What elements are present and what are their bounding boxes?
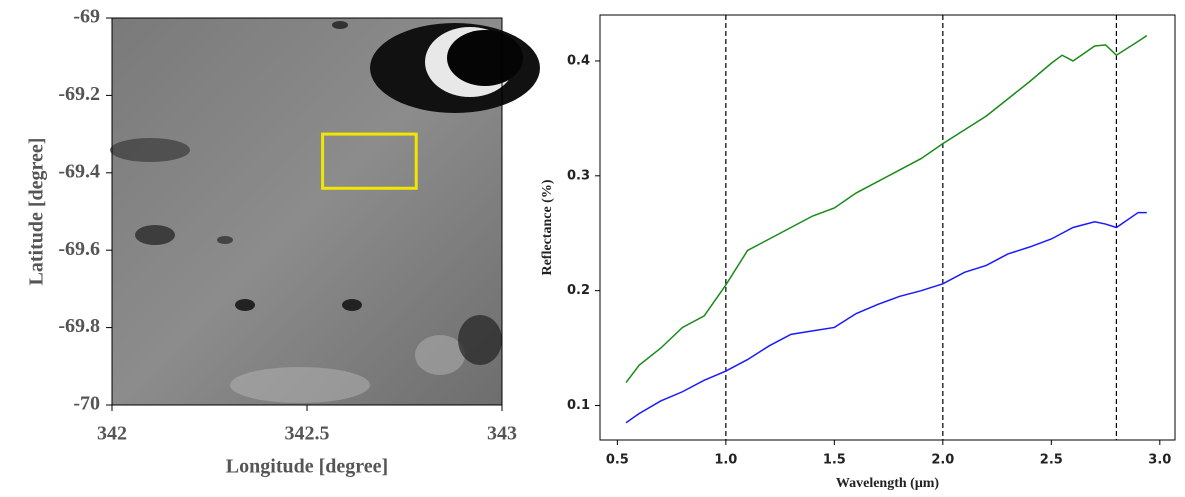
y-tick-label: 0.3 — [567, 168, 590, 183]
y-tick-label: -69.4 — [58, 160, 100, 182]
x-tick-label: 342.5 — [285, 423, 330, 445]
x-tick-label: 342 — [97, 423, 127, 445]
x-tick-label: 3.0 — [1148, 453, 1171, 468]
y-tick-label: -69 — [73, 6, 100, 28]
y-tick-label: -70 — [73, 393, 100, 415]
y-tick-label: -69.2 — [58, 83, 100, 105]
y-tick-label: 0.4 — [567, 53, 590, 68]
y-tick-label: -69.6 — [58, 238, 100, 260]
y-tick-label: 0.2 — [567, 283, 590, 298]
x-tick-label: 1.5 — [823, 453, 846, 468]
y-tick-label: -69.8 — [58, 315, 100, 337]
x-axis-label: Longitude [degree] — [226, 456, 388, 478]
x-tick-label: 1.0 — [714, 453, 737, 468]
axes-frame — [599, 14, 1176, 441]
x-tick-label: 0.5 — [606, 453, 629, 468]
lunar-image — [110, 18, 540, 405]
x-axis-label: Wavelength (μm) — [836, 476, 940, 491]
x-tick-label: 2.0 — [931, 453, 954, 468]
x-tick-label: 2.5 — [1040, 453, 1063, 468]
y-axis-label: Reflectance (%) — [540, 179, 555, 275]
spectrum-line — [625, 35, 1148, 384]
y-axis-label: Latitude [degree] — [26, 138, 48, 286]
y-tick-label: 0.1 — [567, 398, 590, 413]
x-tick-label: 343 — [487, 423, 517, 445]
spectrum-line — [625, 211, 1147, 424]
region-box — [321, 132, 418, 190]
